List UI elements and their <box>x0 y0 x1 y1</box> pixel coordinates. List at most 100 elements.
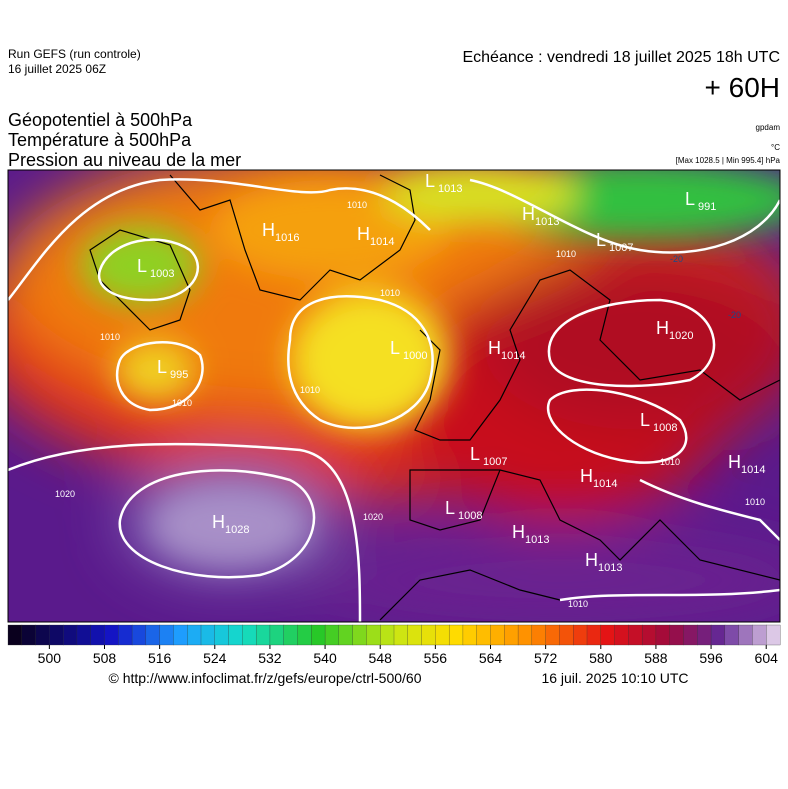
center-pressure: 1014 <box>370 236 394 248</box>
colorbar-swatch <box>187 624 202 646</box>
source: © http://www.infoclimat.fr/z/gefs/europe… <box>108 670 421 686</box>
center-letter: H <box>728 452 741 472</box>
colorbar-swatch <box>200 624 216 646</box>
unit: °C <box>771 143 780 152</box>
coastline <box>414 269 780 441</box>
colorbar-tick-label: 564 <box>479 650 503 666</box>
colorbar-swatch <box>766 624 781 646</box>
colorbar-swatch <box>173 624 188 646</box>
isobar <box>8 442 362 622</box>
center-pressure: 1020 <box>669 330 693 342</box>
colorbar-swatch <box>62 624 78 646</box>
colorbar-swatch <box>228 624 243 646</box>
colorbar-swatch <box>393 624 409 646</box>
colorbar-swatch <box>311 624 326 646</box>
colorbar-swatch <box>338 624 354 646</box>
colorbar-swatch <box>697 624 712 646</box>
center-pressure: 1016 <box>275 232 299 244</box>
colorbar-swatch <box>559 624 574 646</box>
isobar-label: 1020 <box>55 489 75 499</box>
isobar <box>547 298 716 388</box>
map-frame <box>7 169 781 623</box>
isobar-label: 1010 <box>300 385 320 395</box>
colorbar-tick-label: 524 <box>203 650 227 666</box>
colorbar-swatch <box>145 624 161 646</box>
isobar-label: 1010 <box>745 497 765 507</box>
colorbar: 500 508 516 524 532 540 548 556 564 572 580 588 596 6… <box>7 624 781 666</box>
colorbar-swatch <box>131 624 147 646</box>
colorbar-swatch <box>531 624 547 646</box>
center-letter: H <box>357 224 370 244</box>
colorbar-swatch <box>35 624 50 646</box>
colorbar-swatch <box>283 624 298 646</box>
colorbar-swatch <box>628 624 643 646</box>
center-letter: L <box>390 338 400 358</box>
isobar <box>8 178 431 301</box>
colorbar-tick-label: 508 <box>93 650 117 666</box>
isobar <box>559 588 780 602</box>
center-pressure: 1008 <box>653 422 677 434</box>
colorbar-tick-label: 548 <box>369 650 393 666</box>
colorbar-tick-label: 556 <box>424 650 448 666</box>
lead-time: + 60H <box>705 72 781 103</box>
coastline <box>409 469 780 581</box>
center-pressure: 1014 <box>741 464 765 476</box>
center-letter: L <box>137 256 147 276</box>
center-letter: H <box>212 512 225 532</box>
colorbar-swatch <box>49 624 64 646</box>
colorbar-swatch <box>269 624 285 646</box>
isobar-label: 1010 <box>380 288 400 298</box>
colorbar-tick-label: 604 <box>755 650 779 666</box>
colorbar-swatch <box>21 624 37 646</box>
run-label: Run GEFS (run controle) <box>8 47 141 61</box>
colorbar-swatch <box>641 624 657 646</box>
colorbar-tick-label: 596 <box>699 650 723 666</box>
colorbar-swatch <box>724 624 740 646</box>
center-pressure: 1007 <box>609 242 633 254</box>
temperature-label: -20 <box>728 310 741 320</box>
colorbar-tick-label: 516 <box>148 650 172 666</box>
colorbar-swatch <box>297 624 312 646</box>
timestamp: 16 juil. 2025 10:10 UTC <box>541 670 688 686</box>
center-pressure: 1028 <box>225 524 249 536</box>
coastline <box>89 229 191 331</box>
colorbar-swatch <box>352 624 367 646</box>
center-letter: H <box>522 204 535 224</box>
center-pressure: 1013 <box>525 534 549 546</box>
colorbar-swatch <box>600 624 616 646</box>
title: Géopotentiel à 500hPa <box>8 110 193 130</box>
colorbar-tick-label: 580 <box>589 650 613 666</box>
center-letter: L <box>445 498 455 518</box>
colorbar-swatch <box>738 624 753 646</box>
center-pressure: 1014 <box>593 478 617 490</box>
center-letter: L <box>685 189 695 209</box>
isobar <box>115 341 204 412</box>
isobar-label: 1010 <box>556 249 576 259</box>
colorbar-swatch <box>573 624 588 646</box>
isobar <box>287 295 434 429</box>
center-pressure: 995 <box>170 369 188 381</box>
field <box>80 170 780 565</box>
center-letter: L <box>425 171 435 191</box>
center-pressure: 1014 <box>501 350 525 362</box>
center-letter: H <box>512 522 525 542</box>
center-letter: L <box>640 410 650 430</box>
colorbar-swatch <box>683 624 698 646</box>
title: Pression au niveau de la mer <box>8 150 241 170</box>
colorbar-swatch <box>324 624 340 646</box>
colorbar-swatch <box>655 624 671 646</box>
center-letter: H <box>656 318 669 338</box>
isobar <box>97 238 200 302</box>
isobar <box>639 478 780 541</box>
colorbar-tick-label: 532 <box>258 650 282 666</box>
colorbar-swatch <box>614 624 629 646</box>
isobar-label: 1010 <box>172 398 192 408</box>
colorbar-swatch <box>104 624 119 646</box>
coastline <box>379 569 561 621</box>
title: Température à 500hPa <box>8 130 192 150</box>
colorbar-swatch <box>90 624 105 646</box>
temperature-label: -20 <box>670 254 683 264</box>
